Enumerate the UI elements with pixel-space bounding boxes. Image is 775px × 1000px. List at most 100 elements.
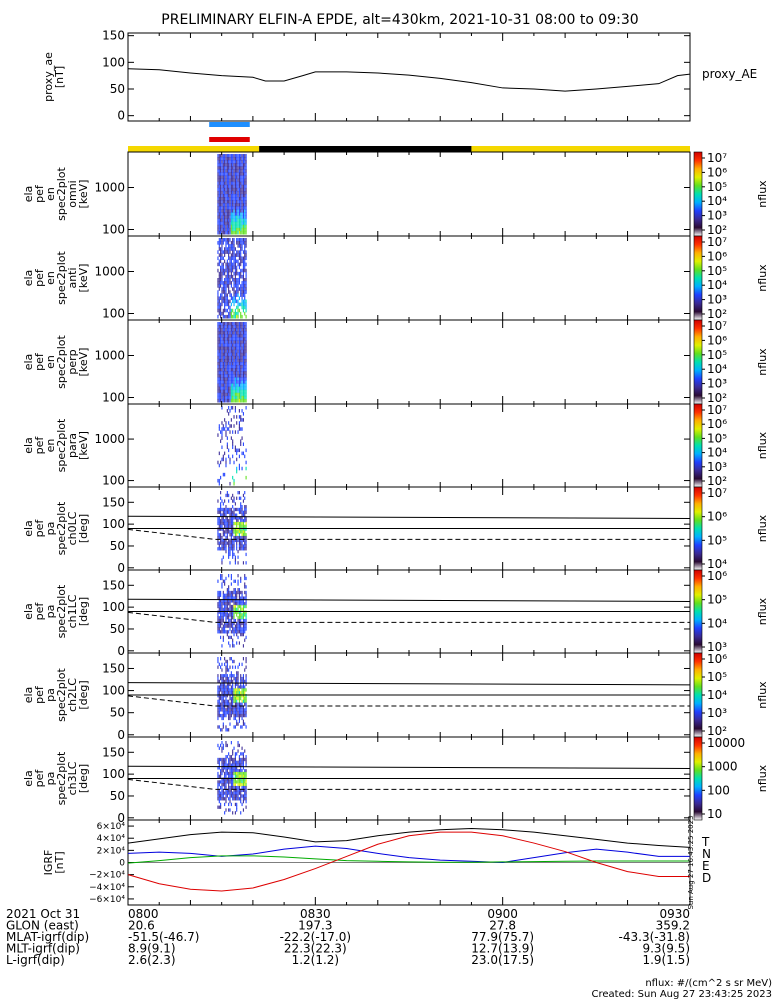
spectrogram-cell <box>236 314 238 319</box>
spectrogram-cell <box>240 287 242 291</box>
ephemeris-value: 23.0(17.5) <box>471 953 534 967</box>
spectrogram-cell <box>240 610 242 614</box>
panel-frame-4 <box>127 403 691 488</box>
ephemeris-value: 0830 <box>300 907 331 921</box>
y-tick-label: 50 <box>110 789 125 803</box>
spectrogram-7 <box>217 657 247 732</box>
spectrogram-cell <box>230 224 232 229</box>
spectrogram-cell <box>233 247 235 251</box>
spectrogram-cell <box>220 599 222 603</box>
spectrogram-cell <box>225 685 227 689</box>
spectrogram-cell <box>232 708 234 712</box>
spectrogram-cell <box>220 533 222 537</box>
colorbar-tick-label: 10⁴ <box>707 278 727 292</box>
spectrogram-cell <box>237 377 239 381</box>
igrf-line-N <box>127 845 690 864</box>
spectrogram-cell <box>245 624 247 628</box>
spectrogram-cell <box>232 181 234 186</box>
spectrogram-cell <box>217 521 219 526</box>
spectrogram-cell <box>233 314 235 319</box>
spectrogram-cell <box>225 380 227 385</box>
spectrogram-cell <box>233 325 235 329</box>
spectrogram-cell <box>221 343 223 348</box>
spectrogram-cell <box>240 621 242 626</box>
spectrogram-cell <box>226 157 228 161</box>
spectrogram-cell <box>224 582 226 586</box>
spectrogram-cell <box>220 209 222 213</box>
spectrogram-cell <box>228 349 230 354</box>
ephemeris-value: 0900 <box>487 907 518 921</box>
spectrogram-cell <box>234 358 236 363</box>
spectrogram-cell <box>230 783 232 787</box>
spectrogram-cell <box>245 163 247 167</box>
spectrogram-cell <box>218 181 220 186</box>
spectrogram-cell <box>226 691 228 695</box>
spectrogram-cell <box>234 227 236 232</box>
spectrogram-cell <box>230 777 232 781</box>
spectrogram-cell <box>234 352 236 357</box>
spectrogram-cell <box>225 549 227 554</box>
spectrogram-cell <box>220 325 222 329</box>
y-axis-label-line: pa <box>44 688 57 702</box>
spectrogram-cell <box>240 507 242 512</box>
spectrogram-cell <box>242 691 244 695</box>
spectrogram-cell <box>234 538 236 543</box>
spectrogram-cell <box>220 181 222 186</box>
spectrogram-cell <box>236 627 238 631</box>
spectrogram-cell <box>244 337 246 341</box>
spectrogram-cell <box>221 221 223 226</box>
spectrogram-cell <box>238 262 240 267</box>
spectrogram-cell <box>234 558 236 562</box>
spectrogram-cell <box>224 688 226 692</box>
spectrogram-cell <box>226 604 228 609</box>
spectrogram-cell <box>234 230 236 235</box>
spectrogram-cell <box>224 302 226 307</box>
spectrogram-cell <box>220 657 222 661</box>
spectrogram-cell <box>228 247 230 251</box>
spectrogram-cell <box>232 442 234 446</box>
spectrogram-cell <box>237 607 239 611</box>
spectrogram-cell <box>238 716 240 721</box>
spectrogram-cell <box>234 398 236 403</box>
spectrogram-cell <box>218 662 220 667</box>
spectrogram-cell <box>221 250 223 254</box>
spectrogram-cell <box>221 741 223 745</box>
spectrogram-cell <box>241 418 243 422</box>
spectrogram-cell <box>229 160 231 164</box>
spectrogram-cell <box>233 711 235 715</box>
spectrogram-cell <box>221 558 223 562</box>
spectrogram-cell <box>232 362 234 366</box>
spectrogram-cell <box>233 604 235 609</box>
spectrogram-cell <box>226 521 228 526</box>
spectrogram-cell <box>217 157 219 161</box>
spectrogram-cell <box>242 349 244 354</box>
spectrogram-cell <box>242 284 244 288</box>
spectrogram-cell <box>224 284 226 288</box>
spectrogram-cell <box>217 178 219 183</box>
spectrogram-cell <box>237 491 239 495</box>
spectrogram-cell <box>225 702 227 706</box>
spectrogram-cell <box>240 439 242 443</box>
spectrogram-cell <box>220 274 222 279</box>
spectrogram-cell <box>217 674 219 678</box>
spectrogram-cell <box>222 516 224 520</box>
spectrogram-cell <box>236 368 238 372</box>
spectrogram-cell <box>224 785 226 790</box>
spectrogram-cell <box>236 760 238 764</box>
spectrogram-cell <box>233 197 235 201</box>
spectrogram-cell <box>226 247 228 251</box>
spectrogram-cell <box>226 685 228 689</box>
spectrogram-cell <box>224 389 226 394</box>
spectrogram-cell <box>220 439 222 443</box>
spectrogram-cell <box>238 510 240 514</box>
spectrogram-cell <box>220 308 222 313</box>
spectrogram-cell <box>217 630 219 634</box>
spectrogram-cell <box>234 371 236 375</box>
spectrogram-cell <box>238 535 240 540</box>
spectrogram-cell <box>218 187 220 192</box>
spectrogram-cell <box>225 175 227 180</box>
spectrogram-cell <box>222 383 224 388</box>
spectrogram-cell <box>238 791 240 795</box>
spectrogram-cell <box>222 290 224 294</box>
spectrogram-cell <box>224 362 226 366</box>
